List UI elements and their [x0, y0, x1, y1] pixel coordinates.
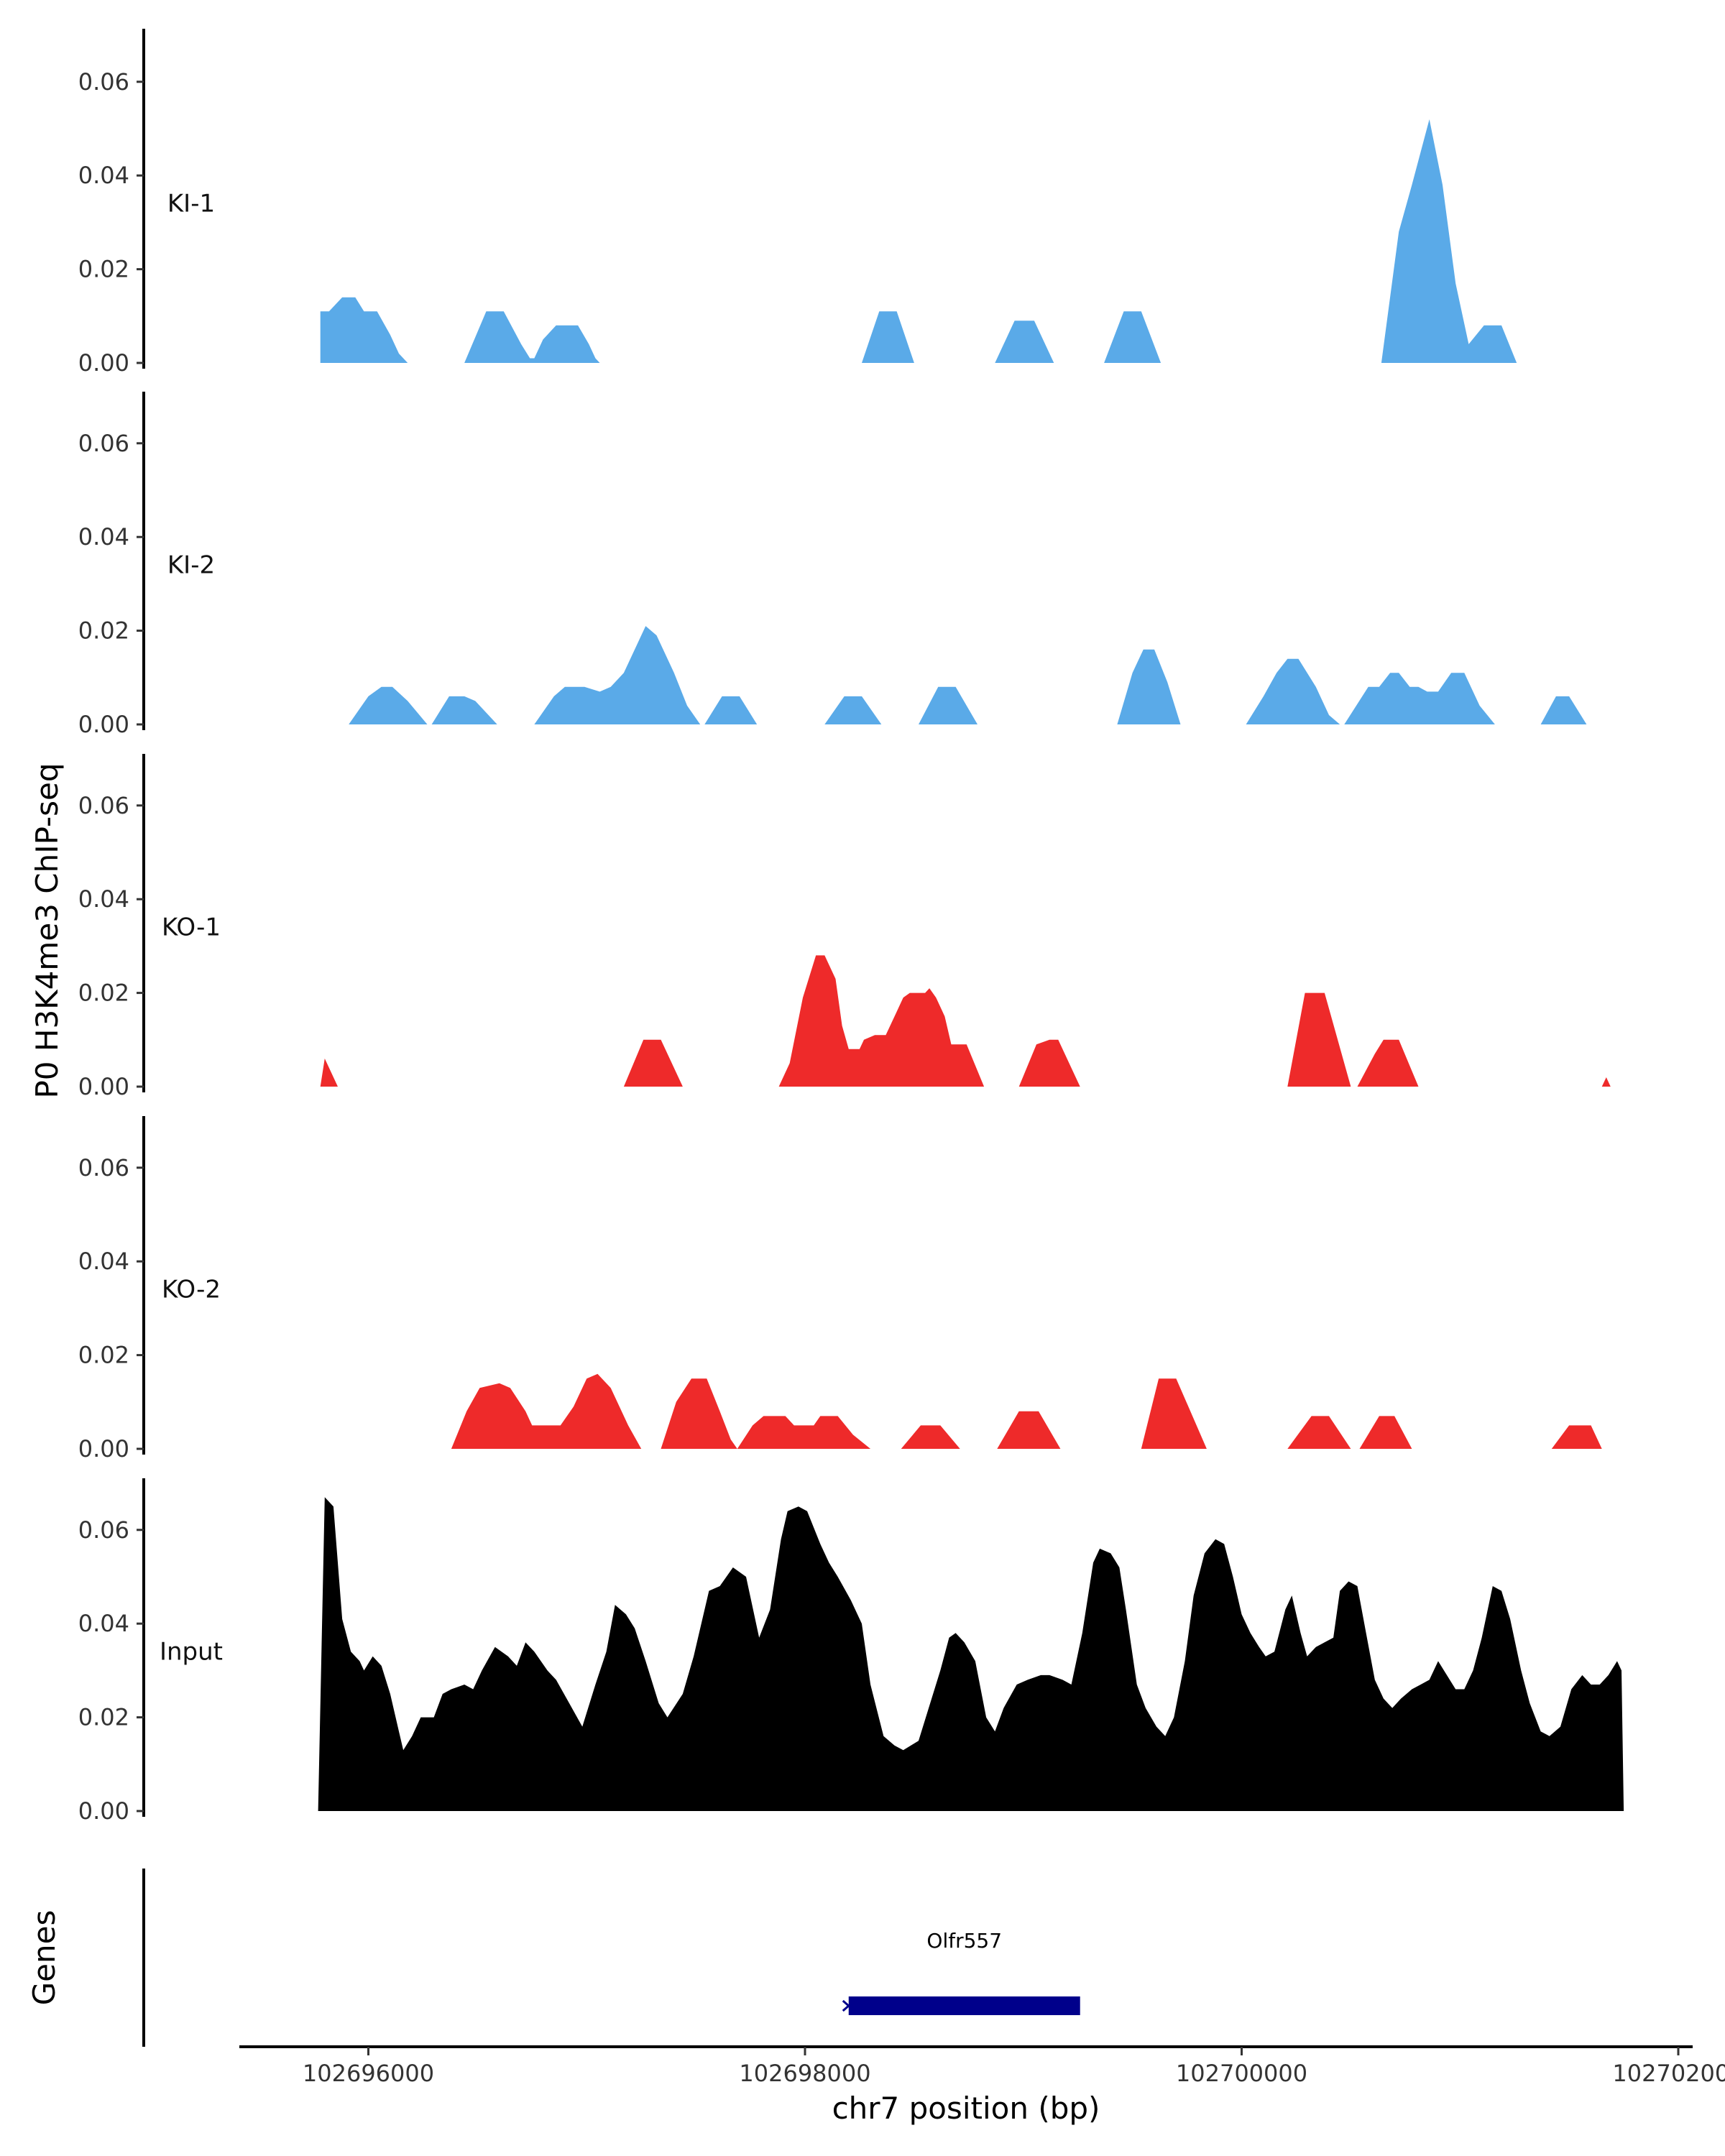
y-tick-label: 0.06 — [78, 792, 129, 819]
track-label: KO-2 — [162, 1275, 221, 1304]
gene-olfr557: Olfr557 — [842, 1929, 1080, 2015]
track-label: KO-1 — [162, 913, 221, 941]
x-tick-label: 102702000 — [1612, 2060, 1725, 2087]
y-axis-title: P0 H3K4me3 ChIP-seq — [29, 763, 65, 1098]
y-tick-label: 0.00 — [78, 349, 129, 377]
track-ki-1: 0.00 0.02 0.04 0.06 KI-1 — [78, 29, 1517, 377]
y-tick-label: 0.00 — [78, 1797, 129, 1825]
signal-area-ki-2 — [349, 626, 1587, 724]
y-tick-label: 0.04 — [78, 1248, 129, 1275]
x-axis: 102696000 102698000 102700000 102702000 chr… — [239, 2045, 1725, 2126]
y-tick-label: 0.06 — [78, 1516, 129, 1544]
y-tick-label: 0.02 — [78, 1704, 129, 1731]
y-tick-label: 0.06 — [78, 430, 129, 457]
y-tick-label: 0.00 — [78, 1073, 129, 1100]
x-axis-title: chr7 position (bp) — [832, 2091, 1100, 2126]
gene-body — [848, 1996, 1080, 2015]
track-input: 0.00 0.02 0.04 0.06 Input — [78, 1478, 1624, 1825]
y-tick-label: 0.04 — [78, 885, 129, 913]
signal-area-ko-2 — [451, 1373, 1602, 1449]
signal-area-ko-1 — [320, 955, 1611, 1087]
y-tick-label: 0.06 — [78, 68, 129, 96]
y-tick-label: 0.06 — [78, 1154, 129, 1181]
gene-label: Olfr557 — [926, 1929, 1002, 1953]
track-label: KI-2 — [167, 550, 215, 579]
y-tick-label: 0.00 — [78, 1435, 129, 1462]
y-tick-label: 0.04 — [78, 162, 129, 189]
y-tick-label: 0.02 — [78, 617, 129, 645]
signal-area-input — [318, 1497, 1624, 1811]
y-tick-label: 0.04 — [78, 523, 129, 550]
y-tick-label: 0.04 — [78, 1610, 129, 1637]
gene-track-label: Genes — [27, 1910, 62, 2006]
y-tick-label: 0.02 — [78, 256, 129, 283]
x-tick-label: 102696000 — [303, 2060, 434, 2087]
y-tick-label: 0.00 — [78, 711, 129, 738]
track-ko-1: 0.00 0.02 0.04 0.06 KO-1 — [78, 754, 1611, 1100]
track-label: KI-1 — [167, 189, 215, 218]
track-ko-2: 0.00 0.02 0.04 0.06 KO-2 — [78, 1116, 1602, 1462]
track-panels: 0.00 0.02 0.04 0.06 KI-1 0.00 0.02 0.04 0.06 KI-2… — [78, 29, 1624, 1825]
y-tick-label: 0.02 — [78, 980, 129, 1007]
gene-track: Olfr557 Genes — [27, 1869, 1080, 2047]
track-label: Input — [160, 1637, 223, 1666]
x-tick-label: 102700000 — [1176, 2060, 1307, 2087]
x-tick-label: 102698000 — [739, 2060, 870, 2087]
signal-area-ki-1 — [320, 119, 1517, 363]
y-tick-label: 0.02 — [78, 1342, 129, 1369]
track-ki-2: 0.00 0.02 0.04 0.06 KI-2 — [78, 392, 1587, 738]
strand-arrow-icon — [842, 1999, 851, 2012]
